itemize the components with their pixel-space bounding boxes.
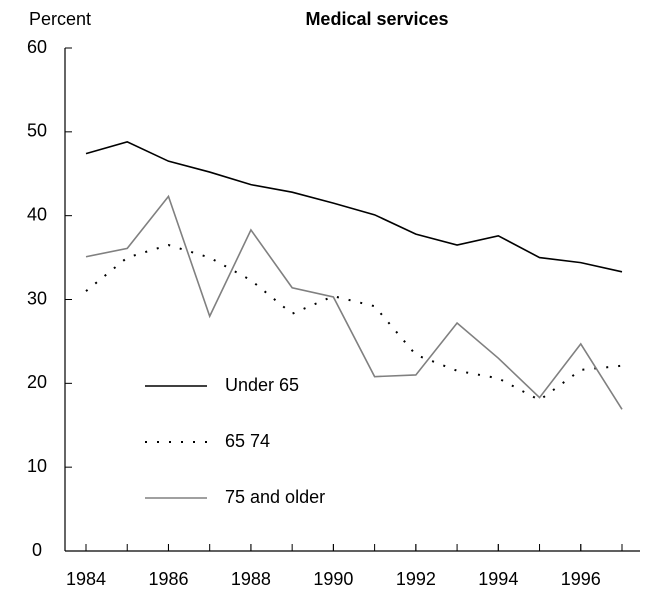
legend-label: Under 65 xyxy=(225,375,299,395)
y-tick-label: 60 xyxy=(27,37,47,57)
series-line xyxy=(85,141,623,273)
x-tick-label: 1984 xyxy=(66,569,106,589)
y-tick-label: 40 xyxy=(27,204,47,224)
x-tick-label: 1994 xyxy=(478,569,518,589)
y-tick-label: 50 xyxy=(27,121,47,141)
y-tick-label: 10 xyxy=(27,456,47,476)
x-tick-label: 1990 xyxy=(313,569,353,589)
x-tick-label: 1992 xyxy=(396,569,436,589)
y-tick-label: 30 xyxy=(27,288,47,308)
series-line xyxy=(85,243,623,402)
y-axis-label: Percent xyxy=(29,9,91,29)
x-tick-label: 1988 xyxy=(231,569,271,589)
series-line xyxy=(85,194,623,410)
y-tick-label: 20 xyxy=(27,372,47,392)
x-tick-label: 1986 xyxy=(148,569,188,589)
chart-title: Medical services xyxy=(305,9,448,29)
y-tick-label: 0 xyxy=(32,540,42,560)
x-tick-label: 1996 xyxy=(561,569,601,589)
legend-label: 75 and older xyxy=(225,487,325,507)
legend-label: 65 74 xyxy=(225,431,270,451)
